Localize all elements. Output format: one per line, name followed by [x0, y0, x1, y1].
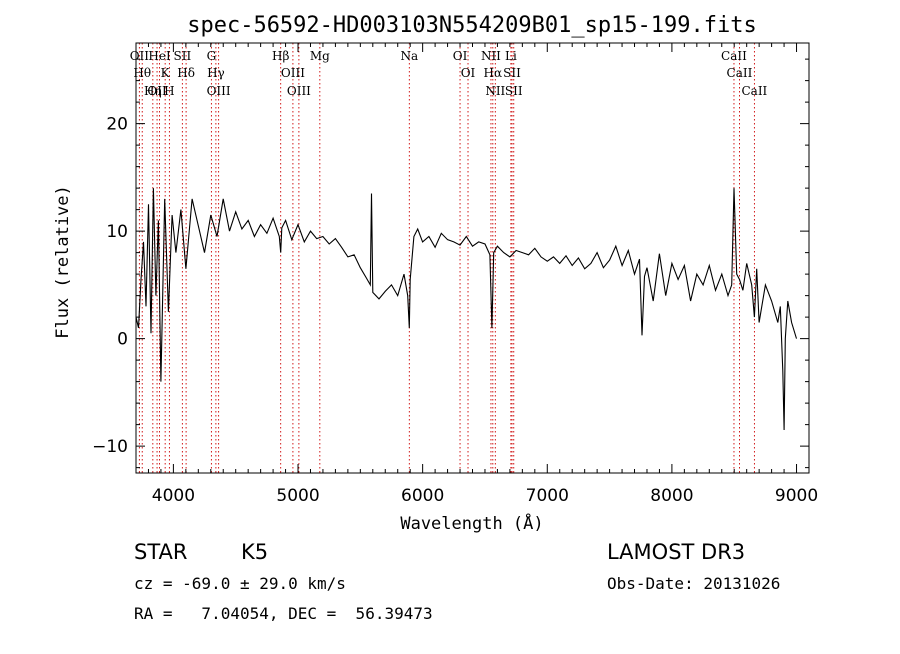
spectral-line-label: Mg — [310, 49, 330, 63]
x-tick-label: 4000 — [152, 486, 195, 506]
chart-title: spec-56592-HD003103N554209B01_sp15-199.f… — [187, 13, 757, 38]
coordinates: RA = 7.04054, DEC = 56.39473 — [134, 604, 433, 623]
x-tick-label: 9000 — [775, 486, 818, 506]
spectral-line-label: Hθ — [133, 66, 151, 80]
spectral-line-label: OII — [147, 84, 167, 98]
spectral-line-label: OIII — [281, 66, 305, 80]
spectral-line-label: SII — [503, 66, 521, 80]
spectral-line-label: SII — [505, 84, 523, 98]
x-axis: 4000 5000 6000 7000 8000 9000 — [135, 43, 818, 506]
survey-name: LAMOST DR3 — [607, 540, 745, 564]
spectrum-series — [135, 188, 798, 431]
spectral-line-label: CaII — [741, 84, 767, 98]
spectral-line-markers — [138, 43, 755, 473]
spectral-line-label: OII — [130, 49, 150, 63]
x-tick-label: 7000 — [526, 486, 569, 506]
spectral-line-label: H — [164, 84, 174, 98]
spectral-line-label: CaII — [721, 49, 747, 63]
observation-date: Obs-Date: 20131026 — [607, 574, 780, 593]
spectral-line-label: SII — [174, 49, 192, 63]
spectral-line-label: Hδ — [177, 66, 195, 80]
x-tick-label: 5000 — [276, 486, 319, 506]
y-tick-label: −10 — [92, 437, 128, 457]
spectral-line-label: Hβ — [272, 49, 289, 63]
spectral-line-label: K — [161, 66, 171, 80]
spectral-line-label: NII — [481, 49, 501, 63]
spectral-line-label: Hη — [144, 84, 162, 98]
y-tick-label: 10 — [106, 222, 128, 242]
spectral-line-label: Na — [400, 49, 418, 63]
spectral-line-label: Li — [505, 49, 517, 63]
spectral-line-label: G — [207, 49, 217, 63]
plot-frame — [135, 42, 810, 474]
y-axis-label: Flux (relative) — [53, 185, 73, 339]
y-axis: −10 0 10 20 — [92, 58, 809, 469]
y-tick-label: 20 — [106, 115, 128, 135]
spectral-line-label: OI — [453, 49, 468, 63]
spectral-line-label: OIII — [207, 84, 231, 98]
spectral-line-label: HeI — [148, 49, 171, 63]
x-axis-label: Wavelength (Å) — [400, 512, 543, 534]
spectral-line-label: OI — [461, 66, 476, 80]
redshift-info: cz = -69.0 ± 29.0 km/s — [134, 574, 346, 593]
x-tick-label: 8000 — [650, 486, 693, 506]
x-tick-label: 6000 — [401, 486, 444, 506]
spectral-subclass: K5 — [241, 540, 268, 564]
spectral-line-label: CaII — [727, 66, 753, 80]
spectral-line-label: Hα — [484, 66, 503, 80]
y-tick-label: 0 — [117, 330, 128, 350]
spectral-line-label: Hγ — [207, 66, 225, 80]
spectral-line-label: OIII — [287, 84, 311, 98]
object-class: STAR — [134, 540, 187, 564]
spectral-line-label: NII — [485, 84, 505, 98]
